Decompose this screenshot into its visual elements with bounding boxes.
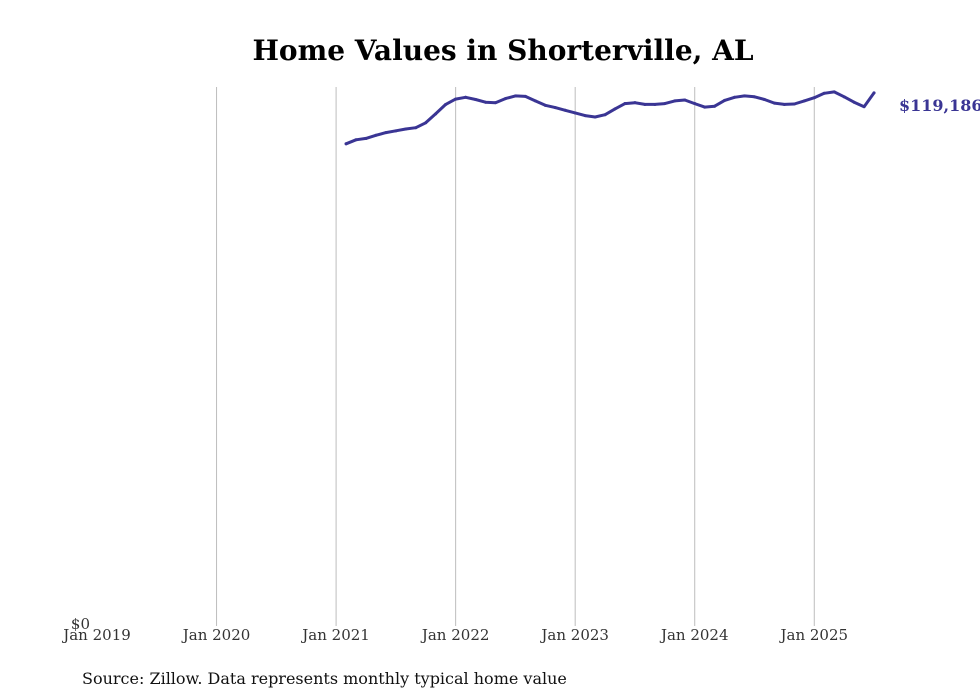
x-tick-label: Jan 2025 [778, 626, 848, 644]
data-point-2021-09 [414, 126, 418, 130]
vertical-gridlines [216, 87, 815, 626]
data-point-2022-01 [454, 97, 458, 101]
data-point-2023-12 [683, 98, 687, 102]
home-value-line [344, 90, 876, 146]
data-point-2023-02 [583, 114, 587, 118]
data-point-2025-03 [832, 90, 836, 94]
data-point-2023-07 [633, 101, 637, 105]
source-note: Source: Zillow. Data represents monthly … [82, 669, 567, 688]
data-point-2024-11 [792, 102, 796, 106]
data-point-2021-10 [424, 121, 428, 125]
data-point-2024-05 [733, 95, 737, 99]
x-tick-label: Jan 2020 [181, 626, 251, 644]
data-point-2024-02 [703, 105, 707, 109]
data-point-2024-03 [713, 104, 717, 108]
data-point-2022-11 [553, 106, 557, 110]
data-point-2023-05 [613, 107, 617, 111]
data-point-2021-02 [344, 142, 348, 146]
data-point-2021-04 [364, 136, 368, 140]
data-point-2025-04 [842, 95, 846, 99]
data-point-2022-07 [513, 94, 517, 98]
data-point-2022-05 [493, 101, 497, 105]
data-point-2024-01 [693, 102, 697, 106]
data-point-2024-12 [802, 99, 806, 103]
data-point-2021-05 [374, 133, 378, 137]
latest-value-label: $119,186 [899, 96, 980, 115]
data-point-2023-08 [643, 102, 647, 106]
data-point-2021-07 [394, 129, 398, 133]
x-tick-label: Jan 2024 [659, 626, 729, 644]
data-point-2022-06 [503, 97, 507, 101]
data-point-2021-08 [404, 127, 408, 131]
data-point-2024-07 [752, 95, 756, 99]
data-point-2023-04 [603, 113, 607, 117]
x-axis-tick-labels: Jan 2019 Jan 2020 Jan 2021 Jan 2022 Jan 2023… [61, 626, 848, 644]
data-point-2024-06 [743, 94, 747, 98]
data-point-2022-10 [543, 103, 547, 107]
data-point-2022-12 [563, 108, 567, 112]
y-axis-tick-labels: $0 [71, 615, 90, 633]
data-point-2024-08 [762, 98, 766, 102]
data-point-2025-02 [822, 91, 826, 95]
data-point-2023-03 [593, 115, 597, 119]
chart-title: Home Values in Shorterville, AL [252, 34, 753, 67]
data-point-2023-09 [653, 102, 657, 106]
x-tick-label: Jan 2019 [61, 626, 131, 644]
data-point-2022-08 [523, 94, 527, 98]
data-point-2023-10 [663, 102, 667, 106]
data-point-2023-11 [673, 99, 677, 103]
data-point-2021-12 [444, 102, 448, 106]
data-point-2021-03 [354, 138, 358, 142]
home-value-points [344, 90, 876, 146]
data-point-2025-01 [812, 96, 816, 100]
y-tick-label: $0 [71, 615, 90, 633]
data-point-2023-06 [623, 102, 627, 106]
data-point-2024-04 [723, 98, 727, 102]
data-point-2022-09 [533, 99, 537, 103]
data-point-2024-09 [772, 101, 776, 105]
data-point-2022-03 [474, 98, 478, 102]
x-tick-label: Jan 2023 [539, 626, 609, 644]
data-point-2023-01 [573, 111, 577, 115]
data-point-2024-10 [782, 102, 786, 106]
data-point-2022-04 [484, 100, 488, 104]
data-point-2025-06 [862, 105, 866, 109]
data-point-2025-05 [852, 100, 856, 104]
data-point-2021-11 [434, 112, 438, 116]
data-point-2022-02 [464, 95, 468, 99]
data-point-2021-06 [384, 131, 388, 135]
x-tick-label: Jan 2021 [300, 626, 370, 644]
x-tick-label: Jan 2022 [420, 626, 490, 644]
data-point-2025-07 [872, 91, 876, 95]
